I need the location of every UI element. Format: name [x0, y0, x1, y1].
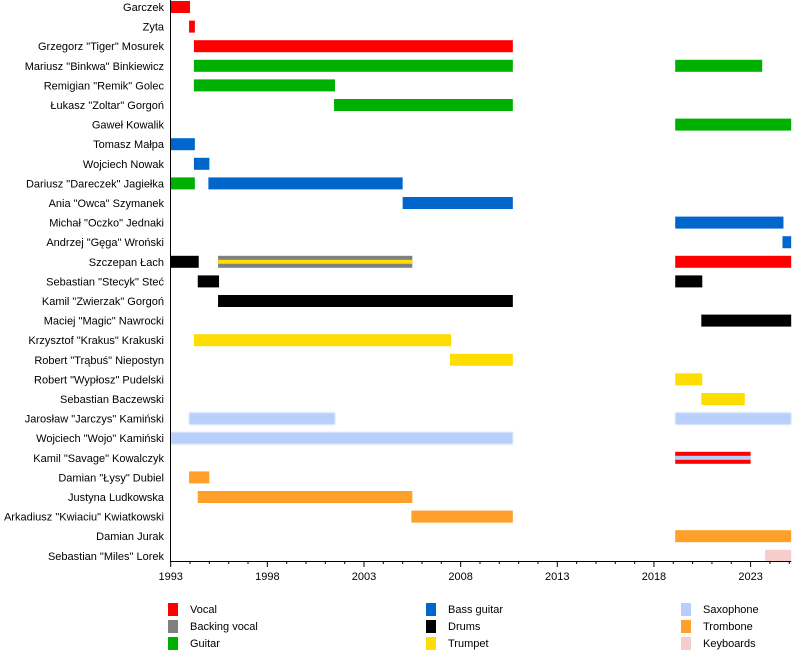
bar-saxophone	[170, 432, 513, 445]
bar-drums	[701, 314, 792, 327]
member-label: Remigian "Remik" Golec	[44, 80, 165, 92]
bar-guitar	[170, 177, 195, 190]
legend-label: Saxophone	[703, 604, 759, 616]
legend-swatch-vocal	[168, 603, 178, 616]
bar-trumpet	[450, 353, 513, 366]
bar-vocal	[189, 20, 195, 33]
legend-swatch-drums	[426, 620, 436, 633]
legend-swatch-keyboards	[681, 637, 691, 650]
member-label: Sebastian "Miles" Lorek	[48, 551, 165, 563]
member-label: Mariusz "Binkwa" Binkiewicz	[25, 61, 164, 73]
bar-vocal	[193, 40, 513, 53]
legend-label: Trombone	[703, 621, 753, 633]
member-label: Maciej "Magic" Nawrocki	[44, 316, 164, 328]
bar-guitar	[334, 99, 513, 111]
bar-bass-guitar	[675, 216, 784, 229]
bar-bass-guitar	[782, 236, 792, 249]
bar-guitar	[675, 59, 763, 72]
bar-vocal	[170, 1, 191, 13]
member-label: Andrzej "Gęga" Wroński	[46, 237, 164, 249]
legend-swatch-backing-vocal	[168, 620, 178, 633]
member-label: Grzegorz "Tiger" Mosurek	[38, 41, 164, 53]
legend-label: Keyboards	[703, 638, 756, 650]
x-tick-label: 1998	[255, 571, 279, 583]
legend-label: Drums	[448, 621, 481, 633]
member-label: Michał "Oczko" Jednaki	[49, 218, 164, 230]
member-label: Łukasz "Zoltar" Gorgoń	[50, 100, 164, 112]
member-label: Wojciech Nowak	[83, 159, 165, 171]
legend-label: Trumpet	[448, 638, 489, 650]
member-label: Robert "Wypłosz" Pudelski	[34, 374, 164, 386]
member-label: Damian "Łysy" Dubiel	[58, 472, 164, 484]
bar-trumpet	[193, 334, 451, 347]
member-label: Jarosław "Jarczys" Kamiński	[25, 414, 164, 426]
bar-trumpet	[675, 373, 703, 386]
legend-swatch-trombone	[681, 620, 691, 633]
member-label: Krzysztof "Krakus" Krakuski	[28, 335, 164, 347]
bar-saxophone-stripe	[675, 455, 751, 460]
legend-swatch-saxophone	[681, 603, 691, 616]
bar-trombone	[675, 530, 792, 543]
bar-trombone	[197, 491, 413, 503]
member-label: Damian Jurak	[96, 531, 164, 543]
legend-swatch-guitar	[168, 637, 178, 650]
member-label: Ania "Owca" Szymanek	[49, 198, 165, 210]
legend-swatch-bass-guitar	[426, 603, 436, 616]
member-label: Justyna Ludkowska	[68, 492, 165, 504]
x-tick-label: 2018	[642, 571, 666, 583]
member-label: Robert "Trąbuś" Niepostyn	[34, 355, 164, 367]
x-tick-label: 2023	[738, 571, 762, 583]
member-label: Sebastian "Stecyk" Steć	[46, 276, 164, 288]
bar-bass-guitar	[402, 197, 513, 209]
legend-label: Bass guitar	[448, 604, 503, 616]
member-label: Sebastian Baczewski	[60, 394, 164, 406]
bar-bass-guitar	[193, 157, 210, 170]
x-tick-label: 2003	[352, 571, 376, 583]
bar-guitar	[193, 79, 336, 92]
member-label: Zyta	[143, 22, 165, 34]
member-label: Arkadiusz "Kwiaciu" Kwiatkowski	[4, 512, 164, 524]
member-label: Kamil "Zwierzak" Gorgoń	[42, 296, 164, 308]
bar-saxophone	[189, 412, 336, 425]
legend-label: Vocal	[190, 604, 217, 616]
member-label: Garczek	[123, 2, 164, 14]
bar-drums	[675, 275, 703, 288]
bar-trumpet	[701, 393, 745, 405]
bar-drums	[170, 255, 199, 268]
member-label: Gaweł Kowalik	[92, 120, 165, 132]
bar-guitar	[675, 118, 792, 131]
bar-bass-guitar	[208, 177, 403, 190]
bar-trumpet-stripe	[218, 259, 413, 264]
member-label: Dariusz "Dareczek" Jagiełka	[26, 178, 165, 190]
x-tick-label: 2013	[545, 571, 569, 583]
bar-trombone	[411, 510, 513, 523]
bar-keyboards	[765, 549, 792, 562]
bar-bass-guitar	[170, 138, 195, 151]
member-label: Wojciech "Wojo" Kamiński	[36, 433, 164, 445]
member-label: Szczepan Łach	[89, 257, 164, 269]
bar-saxophone	[675, 412, 792, 425]
legend-label: Backing vocal	[190, 621, 258, 633]
member-label: Tomasz Małpa	[93, 139, 165, 151]
bar-vocal	[675, 255, 792, 268]
legend-label: Guitar	[190, 638, 220, 650]
member-label: Kamil "Savage" Kowalczyk	[33, 453, 164, 465]
legend-swatch-trumpet	[426, 637, 436, 650]
bar-guitar	[193, 59, 513, 72]
x-tick-label: 2008	[448, 571, 472, 583]
x-tick-label: 1993	[158, 571, 182, 583]
bar-trombone	[189, 471, 210, 484]
bar-drums	[197, 275, 220, 288]
bar-drums	[218, 295, 513, 307]
